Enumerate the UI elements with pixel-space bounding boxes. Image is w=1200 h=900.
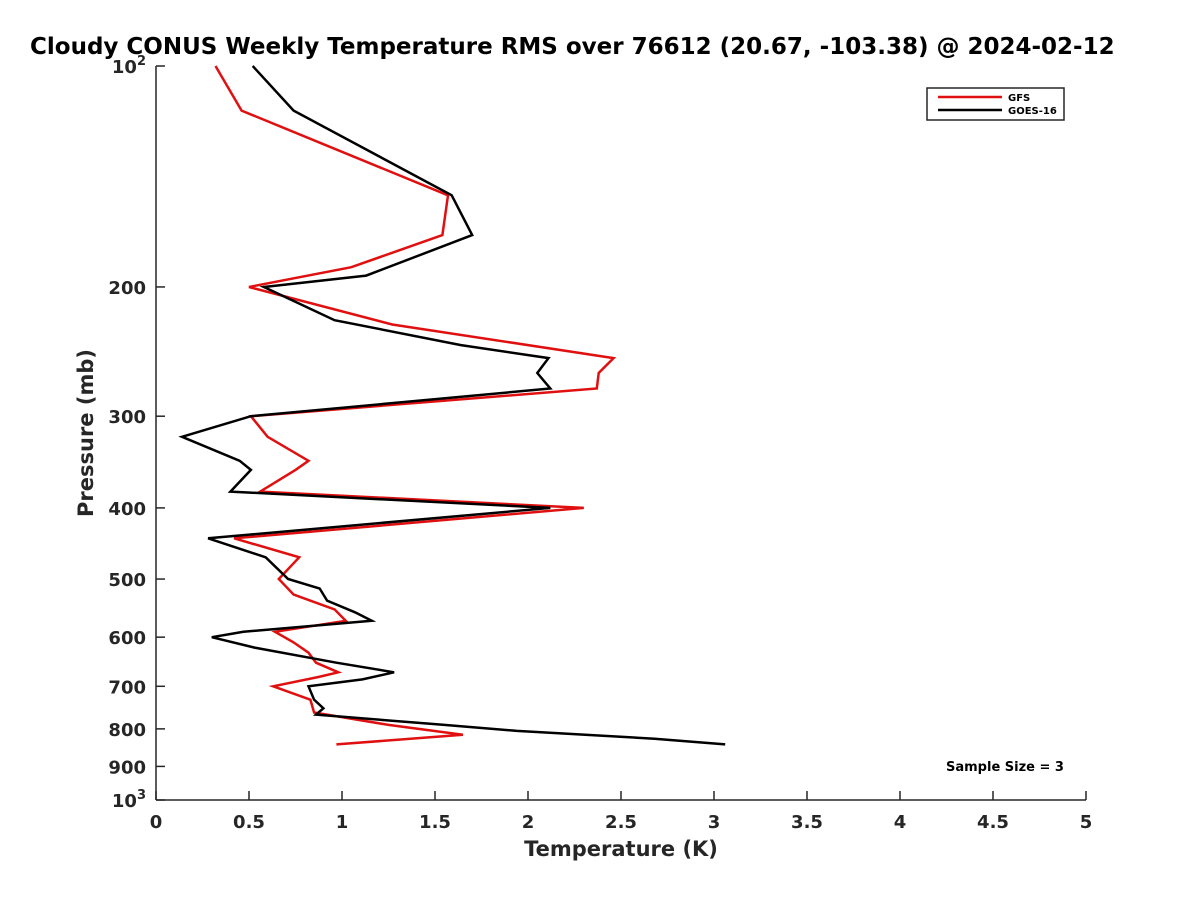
series-layer: [178, 65, 726, 746]
x-tick-label: 4.5: [977, 812, 1009, 833]
y-tick-label: 103: [112, 788, 146, 812]
y-tick-exponent: 2: [137, 54, 146, 69]
legend-label-goes16: GOES-16: [1008, 106, 1057, 117]
x-axis-label: Temperature (K): [524, 837, 718, 861]
y-tick-label: 102: [112, 54, 146, 78]
y-tick-base: 10: [112, 57, 137, 78]
sample-size-annotation: Sample Size = 3: [946, 760, 1064, 775]
y-tick-label: 500: [108, 570, 146, 591]
x-tick-label: 0.5: [233, 812, 265, 833]
legend-label-gfs: GFS: [1008, 93, 1030, 104]
x-tick-label: 4: [894, 812, 907, 833]
series-line-goes16: [178, 65, 726, 746]
y-tick-label: 900: [108, 757, 146, 778]
series-line-gfs: [214, 65, 617, 746]
legend-box: [926, 87, 1065, 121]
x-tick-label: 1: [336, 812, 349, 833]
y-tick-exponent: 3: [137, 788, 146, 803]
x-tick-label: 3.5: [791, 812, 823, 833]
y-tick-base: 10: [112, 791, 137, 812]
y-tick-label: 600: [108, 628, 146, 649]
legend: GFS GOES-16: [926, 87, 1065, 121]
x-tick-label: 2.5: [605, 812, 637, 833]
y-tick-label: 800: [108, 720, 146, 741]
chart-title: Cloudy CONUS Weekly Temperature RMS over…: [30, 34, 1115, 60]
x-tick-label: 1.5: [419, 812, 451, 833]
x-ticks: 0 0.5 1 1.5 2 2.5 3 3.5 4 4.5 5: [150, 791, 1093, 833]
y-tick-label: 700: [108, 677, 146, 698]
y-axis-label: Pressure (mb): [74, 349, 98, 517]
y-tick-label: 200: [108, 278, 146, 299]
y-tick-label: 300: [108, 407, 146, 428]
x-tick-label: 2: [522, 812, 535, 833]
axes: [155, 66, 1086, 801]
y-tick-label: 400: [108, 499, 146, 520]
x-tick-label: 3: [708, 812, 721, 833]
x-tick-label: 5: [1080, 812, 1093, 833]
x-tick-label: 0: [150, 812, 163, 833]
